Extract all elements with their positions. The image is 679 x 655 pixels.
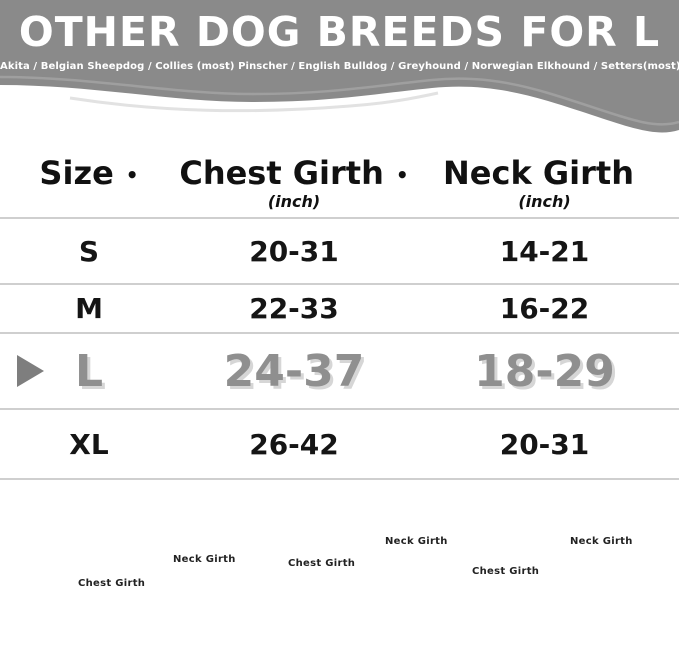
chest-girth-cell: 26-42: [249, 427, 339, 461]
table-row-m: M 22-33 16-22: [0, 285, 679, 334]
chest-girth-label-dog2: Chest Girth: [288, 558, 356, 569]
neck-unit-label: (inch): [518, 191, 571, 211]
table-header-row: Size • Chest Girth • (inch) Neck Girth (…: [0, 148, 679, 219]
breed-list-subtitle: Akita / Belgian Sheepdog / Collies (most…: [0, 61, 679, 72]
neck-girth-label-dog2: Neck Girth: [385, 536, 448, 547]
chest-girth-label-dog1: Chest Girth: [78, 578, 146, 589]
header-wave-decoration: [0, 0, 679, 133]
neck-girth-label-dog3: Neck Girth: [570, 536, 633, 547]
neck-girth-label-dog1: Neck Girth: [173, 554, 236, 565]
neck-column-label: Neck Girth: [443, 153, 634, 192]
wave-shadow: [69, 91, 439, 113]
size-cell: XL: [69, 427, 109, 461]
chest-column-label: Chest Girth: [179, 153, 384, 192]
header-banner: OTHER DOG BREEDS FOR L Akita / Belgian S…: [0, 0, 679, 150]
size-table: Size • Chest Girth • (inch) Neck Girth (…: [0, 148, 679, 480]
chest-bullet: •: [395, 162, 409, 187]
neck-girth-cell: 16-22: [499, 292, 590, 325]
wave-shape: [0, 0, 679, 133]
chest-girth-cell: 24-37: [223, 345, 365, 397]
size-bullet: •: [125, 162, 139, 187]
size-cell: L: [74, 345, 104, 397]
selected-row-arrow-icon: [17, 355, 44, 387]
column-header-neck-girth: Neck Girth (inch): [443, 154, 646, 212]
dog-diagrams-section: Chest Girth Neck Girth Chest Girth Neck …: [0, 482, 679, 655]
wave-highlight: [0, 75, 679, 126]
page-title: OTHER DOG BREEDS FOR L: [18, 8, 661, 56]
size-cell: M: [75, 292, 103, 325]
column-header-chest-girth: Chest Girth • (inch): [179, 154, 408, 212]
chest-girth-label-dog3: Chest Girth: [472, 566, 540, 577]
neck-girth-cell: 20-31: [499, 427, 590, 461]
chest-girth-cell: 20-31: [249, 234, 339, 268]
chest-girth-cell: 22-33: [249, 292, 339, 325]
size-column-label: Size: [39, 153, 114, 192]
column-header-size: Size •: [39, 154, 138, 212]
table-row-l-highlighted: L 24-37 18-29: [0, 334, 679, 410]
table-row-xl: XL 26-42 20-31: [0, 410, 679, 480]
size-cell: S: [78, 234, 100, 268]
neck-girth-cell: 18-29: [474, 345, 615, 397]
table-row-s: S 20-31 14-21: [0, 219, 679, 285]
chest-unit-label: (inch): [267, 191, 321, 211]
neck-girth-cell: 14-21: [499, 234, 590, 268]
